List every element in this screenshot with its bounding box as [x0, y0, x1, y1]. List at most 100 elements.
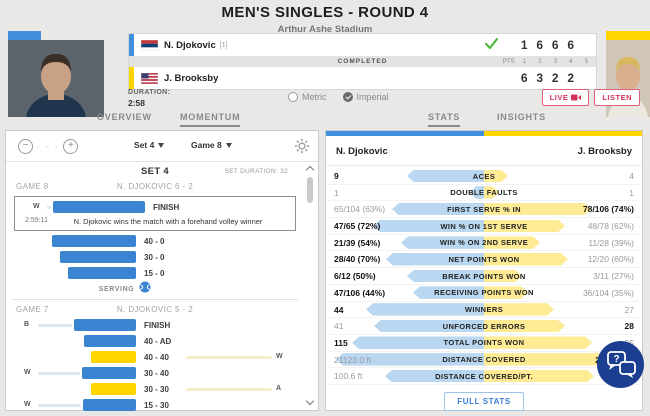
point-score-label: 40 - 0: [144, 236, 165, 246]
listen-label: LISTEN: [602, 93, 632, 102]
player-accent: [129, 67, 134, 89]
momentum-point-row: 30 - 30 A: [6, 381, 304, 397]
finish-description: N. Djokovic wins the match with a foreha…: [73, 217, 263, 226]
tab-momentum[interactable]: MOMENTUM: [180, 112, 241, 127]
stat-value-left: 21/39 (54%): [334, 237, 381, 248]
connector-line: [38, 324, 72, 327]
stat-value-right: 1: [629, 187, 634, 198]
stat-label: ACES: [472, 171, 496, 181]
momentum-bar: [91, 382, 136, 395]
scoreboard: N. Djokovic [1] 1 6 6 6 COMPLETED PTS 1 …: [128, 33, 597, 90]
serving-indicator: SERVING: [6, 281, 244, 297]
set-col: 3: [553, 58, 557, 65]
stat-row: UNFORCED ERRORS 41 28: [326, 318, 642, 335]
set-score: 2: [551, 71, 559, 85]
momentum-bar: [91, 350, 136, 363]
stat-value-right: 4: [629, 171, 634, 181]
radio-imperial[interactable]: Imperial: [342, 92, 389, 102]
stat-value-left: 100.6 ft: [334, 371, 363, 382]
set-col: 5: [584, 58, 588, 65]
tab-insights[interactable]: INSIGHTS: [497, 112, 546, 122]
point-outcome-letter: A: [276, 385, 282, 392]
chat-help-button[interactable]: ?: [597, 341, 644, 388]
stat-row: WIN % ON 2ND SERVE 21/39 (54%) 11/28 (39%): [326, 235, 642, 252]
momentum-point-row: W 15 - 30: [6, 397, 304, 413]
zoom-slider[interactable]: - - -: [37, 142, 60, 151]
set-score: 6: [536, 38, 544, 52]
gear-icon[interactable]: [294, 138, 310, 154]
game-select[interactable]: Game 8: [191, 140, 232, 150]
radio-circle-icon[interactable]: [288, 92, 298, 102]
stat-bar-left: [366, 303, 484, 316]
zoom-in-icon[interactable]: +: [63, 139, 79, 154]
point-score-label: FINISH: [153, 202, 180, 212]
set-select-value: Set 4: [134, 140, 155, 150]
stat-bar-right: [484, 236, 540, 249]
tab-stats[interactable]: STATS: [428, 112, 461, 127]
listen-button[interactable]: LISTEN: [594, 89, 640, 106]
point-outcome-letter: W: [33, 203, 40, 210]
stat-row: TOTAL POINTS WON11595: [326, 335, 642, 352]
live-label: LIVE: [549, 93, 569, 102]
stat-label: TOTAL POINTS WON: [443, 338, 525, 348]
radio-metric[interactable]: Metric: [288, 92, 327, 102]
live-button[interactable]: LIVE: [541, 89, 590, 106]
radio-label[interactable]: Imperial: [356, 92, 389, 102]
momentum-point-row: W FINISH: [15, 199, 295, 215]
scroll-thumb[interactable]: [307, 177, 313, 203]
scroll-down-icon[interactable]: [305, 396, 315, 406]
chat-bubbles-icon: ?: [597, 341, 644, 388]
point-score-label: 30 - 40: [144, 368, 169, 378]
point-score-label: 30 - 30: [144, 384, 169, 394]
stat-label: WIN % ON 2ND SERVE: [439, 238, 529, 248]
serving-label: SERVING: [98, 285, 135, 293]
radio-label[interactable]: Metric: [302, 92, 327, 102]
full-stats-button[interactable]: FULL STATS: [444, 391, 524, 411]
tab-overview[interactable]: OVERVIEW: [97, 112, 152, 122]
point-score-label: 40 - AD: [144, 336, 172, 346]
scroll-up-icon[interactable]: [305, 165, 315, 175]
connector-line: [186, 356, 272, 359]
momentum-games: GAME 8 N. DJOKOVIC 6 - 2 W FINISH 2:59:11 N. …: [6, 179, 304, 413]
stat-bar-right: [484, 253, 568, 266]
set-score: 2: [567, 71, 575, 85]
momentum-bar: [83, 398, 136, 411]
stat-row: DOUBLE FAULTS 1 1: [326, 185, 642, 202]
finish-timestamp: 2:59:11: [25, 217, 48, 224]
stat-bar-left: [352, 336, 484, 349]
set-column-headers: PTS 1 2 3 4 5: [501, 56, 594, 67]
stat-row: BREAK POINTS WON 6/12 (50%) 3/11 (27%): [326, 268, 642, 285]
set-col: 4: [569, 58, 573, 65]
media-buttons: LIVE LISTEN: [541, 89, 640, 106]
stat-bar-right: [484, 203, 591, 216]
stat-value-left: 21123.0 ft: [334, 354, 372, 365]
stat-value-left: 44: [334, 304, 344, 315]
stat-bar-right: [484, 170, 508, 183]
radio-circle-selected-icon[interactable]: [342, 92, 353, 102]
connector-line: [186, 388, 272, 391]
momentum-bar: [53, 200, 145, 213]
set-col: 2: [538, 58, 542, 65]
connector-line: [38, 404, 81, 407]
stat-label: FIRST SERVE % IN: [447, 204, 521, 214]
stat-bar-right: [484, 286, 528, 299]
stat-bar-right: [484, 370, 594, 383]
set-score: 6: [567, 38, 575, 52]
blue-half: [326, 131, 484, 136]
momentum-point-row: 15 - 0: [6, 265, 304, 281]
match-status: COMPLETED: [337, 58, 388, 65]
player-name: J. Brooksby: [164, 72, 219, 84]
set-score: 6: [551, 38, 559, 52]
stat-bar-left: [373, 219, 484, 233]
player-color-bar: [326, 131, 642, 136]
momentum-point-row: 40 - 0: [6, 233, 304, 249]
point-score-label: 40 - 40: [144, 352, 169, 362]
momentum-bar: [82, 366, 136, 379]
flag-serbia-icon: [140, 39, 159, 51]
zoom-out-icon[interactable]: −: [18, 139, 33, 154]
stat-value-left: 6/12 (50%): [334, 271, 376, 282]
set-select[interactable]: Set 4: [134, 140, 165, 150]
stat-value-right: 28: [624, 321, 634, 332]
stats-left-player: N. Djokovic: [336, 146, 388, 157]
